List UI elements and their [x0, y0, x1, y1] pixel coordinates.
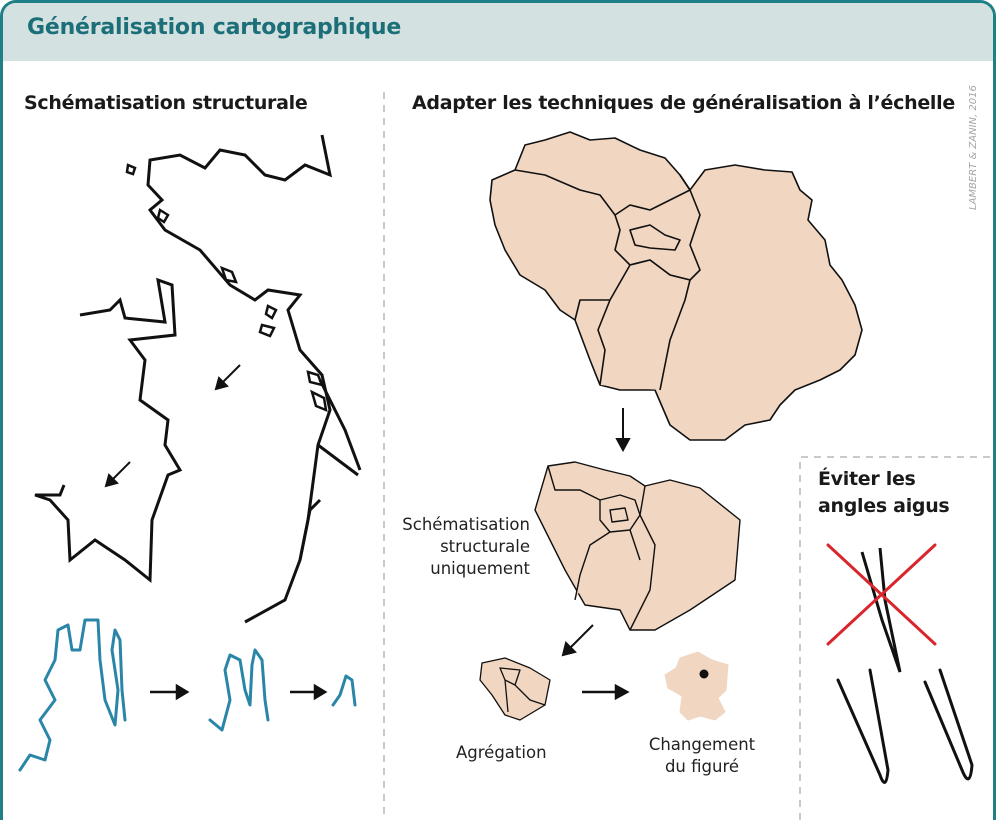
label-changement-figure: Changement du figuré — [632, 734, 772, 778]
section-title-schematisation: Schématisation structurale — [24, 92, 308, 114]
location-dot-icon — [699, 669, 709, 679]
sharp-angle-example — [860, 547, 902, 673]
river-arrow-icon — [150, 683, 328, 701]
label-line: Schématisation — [402, 515, 530, 534]
red-cross-icon — [826, 543, 937, 646]
label-line: structurale — [440, 537, 530, 556]
generalisation-arrow-icon — [104, 364, 241, 488]
label-agregation: Agrégation — [456, 743, 547, 762]
region-map-aggregated — [479, 657, 551, 721]
france-map-icon — [664, 651, 729, 721]
label-schematisation: Schématisation structurale uniquement — [386, 514, 530, 580]
label-line: uniquement — [430, 559, 530, 578]
label-line: Changement — [648, 735, 756, 754]
section-title-echelle: Adapter les techniques de généralisation… — [412, 92, 955, 114]
region-map-schematised — [534, 461, 741, 631]
right-arrow-icon — [582, 683, 630, 701]
down-arrow-icon — [615, 408, 631, 453]
inset-box-title: Éviter les angles aigus — [818, 466, 950, 520]
inset-box-title-line: angles aigus — [818, 495, 950, 517]
label-line: du figuré — [664, 757, 740, 776]
down-left-arrow-icon — [561, 624, 594, 657]
page-title: Généralisation cartographique — [27, 15, 402, 40]
rounded-angle-example — [836, 668, 974, 784]
inset-box-title-line: Éviter les — [818, 468, 916, 490]
river-generalisation — [18, 618, 357, 772]
region-map-detailed — [489, 131, 863, 441]
inset-box-border — [799, 456, 996, 820]
header-bar: Généralisation cartographique — [3, 3, 993, 61]
coastline-map — [34, 134, 362, 624]
